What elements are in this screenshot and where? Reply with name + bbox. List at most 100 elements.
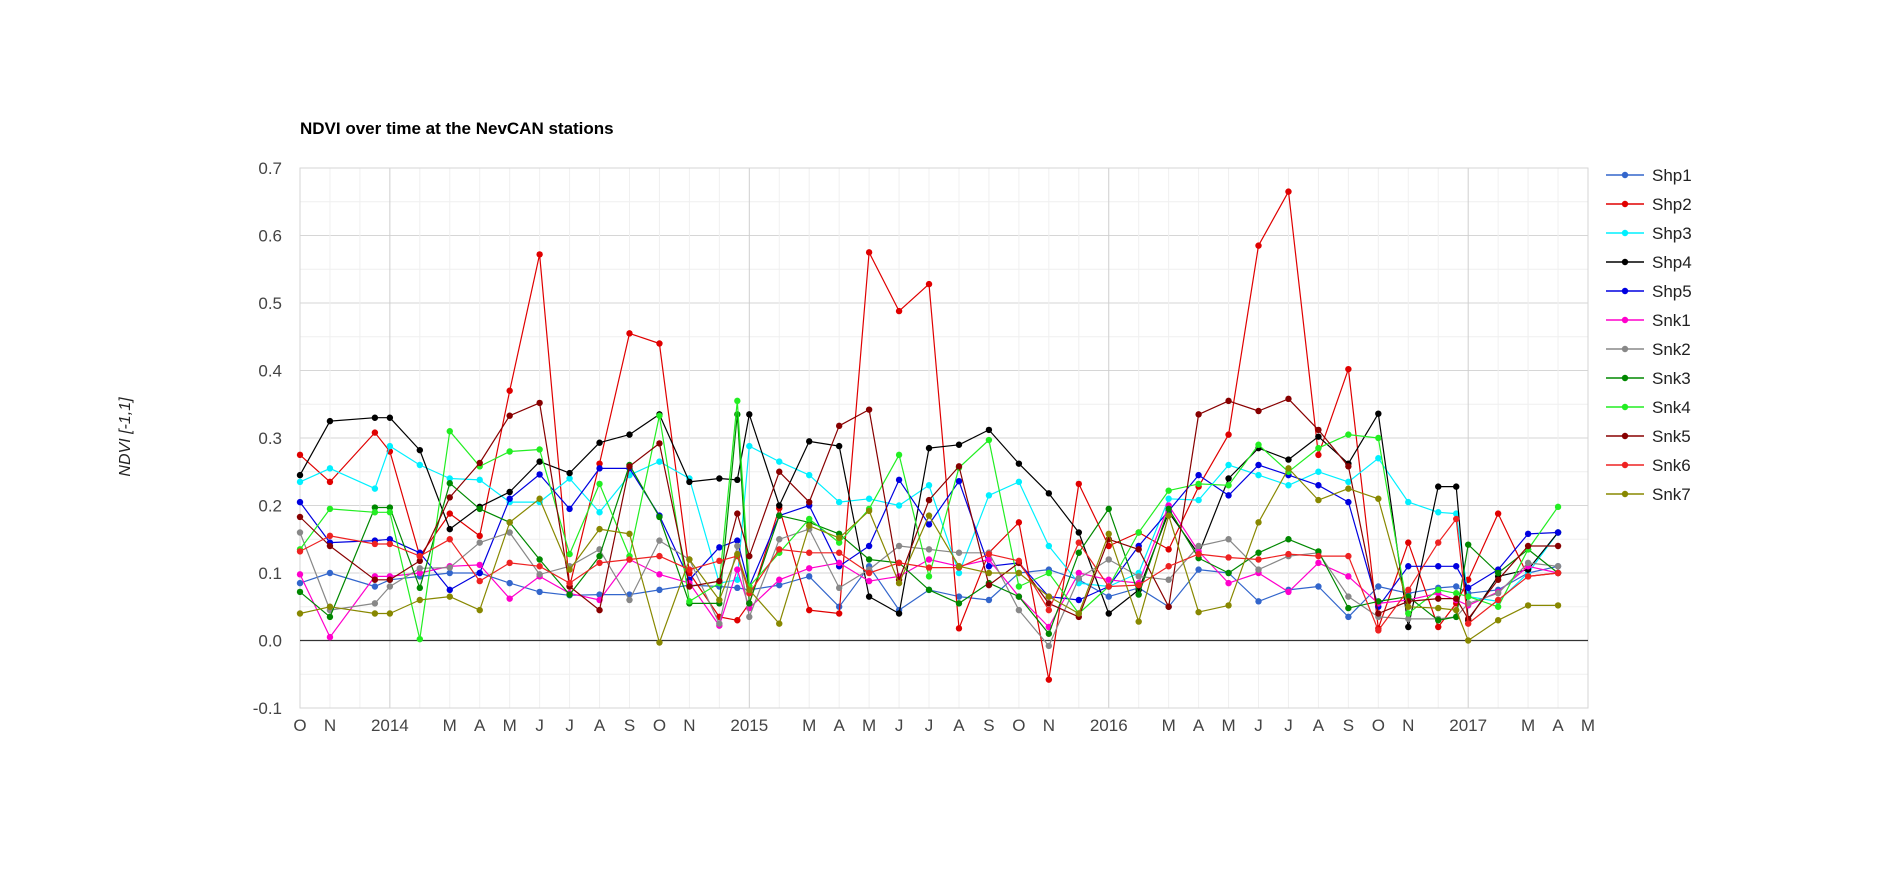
- x-tick-label: J: [1284, 716, 1293, 735]
- data-point: [506, 412, 513, 419]
- data-point: [1225, 397, 1232, 405]
- data-point: [925, 546, 933, 553]
- data-point: [1195, 550, 1202, 558]
- data-point: [686, 556, 693, 563]
- y-tick-label: 0.2: [258, 497, 282, 516]
- data-point: [536, 446, 543, 453]
- data-point: [1453, 515, 1460, 523]
- data-point: [776, 620, 783, 627]
- data-point: [656, 340, 663, 347]
- legend-marker: [1621, 171, 1629, 179]
- legend-marker: [1621, 403, 1629, 411]
- data-point: [1045, 490, 1053, 497]
- data-point: [1255, 441, 1262, 448]
- data-point: [1375, 495, 1382, 502]
- data-point: [1315, 482, 1322, 489]
- legend-marker: [1621, 229, 1629, 237]
- data-point: [1165, 576, 1172, 583]
- data-point: [734, 576, 741, 583]
- data-point: [1195, 411, 1202, 418]
- data-point: [1494, 617, 1502, 624]
- data-point: [734, 411, 741, 418]
- data-point: [955, 478, 963, 485]
- data-point: [925, 521, 933, 528]
- data-point: [1554, 602, 1562, 609]
- data-point: [656, 537, 663, 544]
- data-point: [1075, 596, 1082, 604]
- data-point: [1255, 598, 1262, 605]
- data-point: [476, 561, 483, 569]
- data-point: [865, 569, 873, 577]
- data-point: [716, 596, 723, 604]
- data-point: [716, 577, 723, 585]
- data-point: [326, 417, 334, 425]
- x-tick-label: M: [503, 716, 517, 735]
- data-point: [1405, 586, 1412, 594]
- x-tick-label: 2017: [1449, 716, 1487, 735]
- data-point: [566, 566, 573, 573]
- data-point: [1524, 573, 1532, 580]
- data-point: [746, 442, 753, 450]
- data-point: [686, 598, 693, 605]
- data-point: [895, 451, 903, 459]
- data-point: [446, 569, 453, 577]
- legend-item-snk3: Snk3: [1606, 369, 1691, 388]
- data-point: [716, 620, 723, 627]
- data-point: [1464, 541, 1472, 548]
- data-point: [1135, 546, 1142, 553]
- data-point: [326, 465, 334, 472]
- data-point: [1315, 552, 1322, 560]
- data-point: [1315, 451, 1322, 459]
- x-tick-label: M: [1581, 716, 1595, 735]
- legend-item-snk2: Snk2: [1606, 340, 1691, 359]
- data-point: [716, 557, 723, 565]
- data-point: [506, 495, 513, 502]
- data-point: [596, 439, 603, 446]
- data-point: [296, 610, 304, 617]
- data-point: [1435, 586, 1442, 594]
- data-point: [1285, 188, 1292, 195]
- data-point: [895, 542, 903, 550]
- data-point: [626, 431, 633, 438]
- data-point: [1375, 434, 1382, 442]
- data-point: [656, 586, 663, 594]
- data-point: [1554, 503, 1562, 511]
- data-point: [596, 525, 603, 533]
- legend-label: Snk7: [1652, 485, 1691, 504]
- data-point: [1255, 407, 1262, 415]
- data-point: [985, 550, 993, 558]
- data-point: [1464, 593, 1472, 600]
- y-tick-label: 0.3: [258, 429, 282, 448]
- data-point: [536, 251, 543, 258]
- data-point: [1494, 590, 1502, 597]
- data-point: [386, 610, 394, 617]
- data-point: [1015, 557, 1023, 565]
- data-point: [626, 530, 633, 538]
- data-point: [1255, 519, 1262, 526]
- data-point: [1195, 542, 1202, 550]
- data-point: [1255, 242, 1262, 249]
- data-point: [506, 519, 513, 526]
- data-point: [746, 411, 753, 418]
- data-point: [566, 469, 573, 477]
- legend-label: Snk3: [1652, 369, 1691, 388]
- data-point: [1435, 483, 1442, 490]
- data-point: [1255, 556, 1262, 563]
- data-point: [1435, 509, 1442, 516]
- data-point: [925, 586, 933, 594]
- data-point: [1453, 606, 1460, 614]
- data-point: [985, 569, 993, 577]
- data-point: [1453, 483, 1460, 490]
- data-point: [476, 532, 483, 540]
- y-tick-label: 0.5: [258, 294, 282, 313]
- x-tick-label: A: [474, 716, 486, 735]
- data-point: [416, 461, 424, 469]
- data-point: [566, 550, 573, 558]
- data-point: [596, 591, 603, 598]
- legend-label: Shp1: [1652, 166, 1692, 185]
- data-point: [716, 475, 723, 482]
- x-tick-label: A: [953, 716, 965, 735]
- data-point: [1255, 471, 1262, 479]
